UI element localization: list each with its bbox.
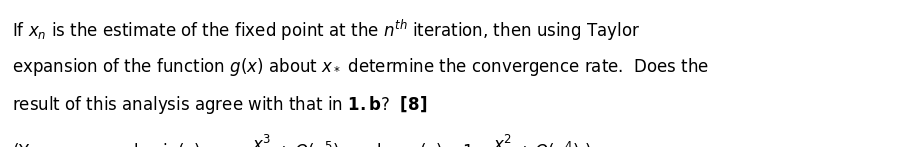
Text: result of this analysis agree with that in $\mathbf{1.b}$?  $\mathbf{[8]}$: result of this analysis agree with that …: [12, 94, 427, 116]
Text: (You may need:  $\sin(x) = x - \dfrac{x^3}{3!} + O(x^5)$  and  $\cos(x) = 1 - \d: (You may need: $\sin(x) = x - \dfrac{x^3…: [12, 132, 591, 147]
Text: If $x_n$ is the estimate of the fixed point at the $n^{th}$ iteration, then usin: If $x_n$ is the estimate of the fixed po…: [12, 18, 639, 43]
Text: expansion of the function $g(x)$ about $x_*$ determine the convergence rate.  Do: expansion of the function $g(x)$ about $…: [12, 56, 709, 78]
